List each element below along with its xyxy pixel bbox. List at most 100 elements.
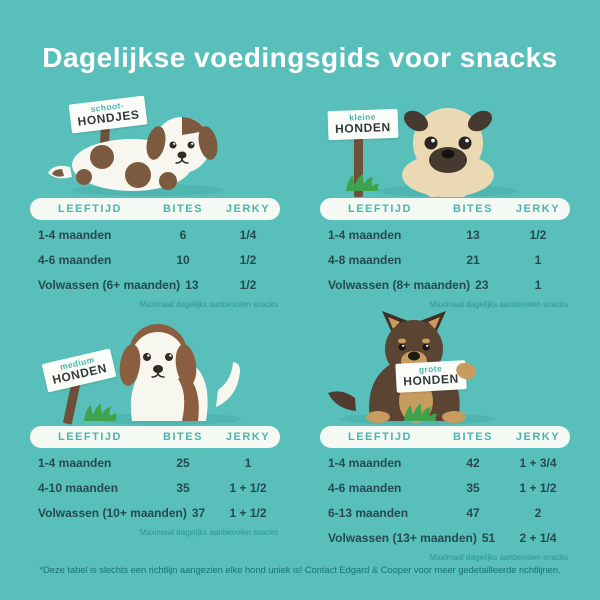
illustration-german-shepherd: grote HONDEN [320, 309, 570, 426]
cell-leeftijd: 1-4 maanden [328, 227, 402, 242]
table-row: Volwassen (8+ maanden) 23 1 [320, 272, 570, 297]
col-jerky: JERKY [515, 203, 561, 215]
cell-bites: 37 [191, 505, 206, 520]
cell-leeftijd: Volwassen (13+ maanden) [328, 530, 477, 545]
col-jerky: JERKY [225, 431, 271, 443]
cell-jerky: 1 [244, 455, 252, 470]
cell-jerky: 1/4 [239, 227, 257, 242]
size-sign: grote HONDEN [395, 359, 478, 393]
cell-bites: 13 [466, 227, 480, 242]
col-leeftijd: LEEFTIJD [348, 431, 412, 443]
table-row: 1-4 maanden 25 1 [30, 450, 280, 475]
section-grote-honden: grote HONDEN [320, 309, 570, 562]
section-kleine-honden: kleine HONDEN [320, 95, 570, 309]
feeding-table: LEEFTIJD BITES JERKY 1-4 maanden 42 1 + 3/… [320, 426, 570, 562]
cell-jerky: 1/2 [529, 227, 547, 242]
section-schoothondjes: schoot- HONDJES [30, 95, 280, 309]
pug-dog-icon [346, 108, 518, 197]
page-title: Dagelijkse voedingsgids voor snacks [42, 42, 558, 73]
table-body: 1-4 maanden 25 1 4-10 maanden 35 1 + 1/2 Volwa… [30, 450, 280, 525]
table-footnote: Maximaal dagelijks aanbevolen snacks [139, 300, 278, 309]
col-jerky: JERKY [515, 431, 561, 443]
table-row: 1-4 maanden 42 1 + 3/4 [320, 450, 570, 475]
sign-card: grote HONDEN [395, 360, 467, 393]
cell-leeftijd: Volwassen (8+ maanden) [328, 277, 471, 292]
table-body: 1-4 maanden 6 1/4 4-6 maanden 10 1/2 Volwassen… [30, 222, 280, 297]
feeding-table: LEEFTIJD BITES JERKY 1-4 maanden 6 1/4 4-6 … [30, 198, 280, 309]
cell-leeftijd: 4-8 maanden [328, 252, 402, 267]
table-body: 1-4 maanden 13 1/2 4-8 maanden 21 1 Volwassen … [320, 222, 570, 297]
col-leeftijd: LEEFTIJD [58, 431, 122, 443]
cell-bites: 25 [176, 455, 190, 470]
cell-bites: 35 [466, 480, 480, 495]
table-body: 1-4 maanden 42 1 + 3/4 4-6 maanden 35 1 + 1/2… [320, 450, 570, 550]
cell-bites: 35 [176, 480, 190, 495]
cell-bites: 13 [185, 277, 199, 292]
sign-card: kleine HONDEN [327, 108, 399, 140]
cell-bites: 42 [466, 455, 480, 470]
table-footnote: Maximaal dagelijks aanbevolen snacks [139, 528, 278, 537]
table-row: 1-4 maanden 6 1/4 [30, 222, 280, 247]
cell-bites: 21 [466, 252, 480, 267]
cell-jerky: 1/2 [239, 277, 257, 292]
table-footnote: Maximaal dagelijks aanbevolen snacks [429, 300, 568, 309]
table-row: 4-10 maanden 35 1 + 1/2 [30, 475, 280, 500]
cell-jerky: 1 + 1/2 [229, 505, 267, 520]
col-bites: BITES [163, 431, 203, 443]
table-header: LEEFTIJD BITES JERKY [320, 426, 570, 448]
table-header: LEEFTIJD BITES JERKY [320, 198, 570, 220]
cell-leeftijd: 4-6 maanden [328, 480, 402, 495]
cell-jerky: 1 + 1/2 [229, 480, 267, 495]
cell-jerky: 1 + 3/4 [519, 455, 557, 470]
feeding-table: LEEFTIJD BITES JERKY 1-4 maanden 13 1/2 4-8… [320, 198, 570, 309]
spaniel-dog-icon [84, 324, 242, 425]
col-bites: BITES [453, 431, 493, 443]
cell-leeftijd: 4-6 maanden [38, 252, 112, 267]
cell-bites: 10 [176, 252, 190, 267]
cell-bites: 47 [466, 505, 480, 520]
table-row: 4-6 maanden 35 1 + 1/2 [320, 475, 570, 500]
illustration-toy-puppy: schoot- HONDJES [30, 95, 280, 198]
sign-post [354, 125, 363, 197]
cell-jerky: 1 [534, 252, 542, 267]
cell-bites: 23 [475, 277, 489, 292]
col-bites: BITES [163, 203, 203, 215]
sign-size-big: HONDEN [402, 371, 460, 389]
illustration-pug: kleine HONDEN [320, 95, 570, 198]
table-row: 1-4 maanden 13 1/2 [320, 222, 570, 247]
section-medium-honden: medium HONDEN [30, 309, 280, 562]
illustration-spaniel: medium HONDEN [30, 309, 280, 426]
sign-size-big: HONDJES [76, 107, 141, 129]
cell-leeftijd: Volwassen (6+ maanden) [38, 277, 181, 292]
col-leeftijd: LEEFTIJD [348, 203, 412, 215]
cell-leeftijd: 4-10 maanden [38, 480, 119, 495]
table-row: 4-6 maanden 10 1/2 [30, 247, 280, 272]
feeding-table: LEEFTIJD BITES JERKY 1-4 maanden 25 1 4-10 … [30, 426, 280, 537]
col-jerky: JERKY [225, 203, 271, 215]
cell-jerky: 2 [534, 505, 542, 520]
sign-size-big: HONDEN [334, 119, 391, 136]
cell-jerky: 2 + 1/4 [519, 530, 557, 545]
col-leeftijd: LEEFTIJD [58, 203, 122, 215]
size-sign: kleine HONDEN [327, 107, 399, 197]
cell-leeftijd: Volwassen (10+ maanden) [38, 505, 187, 520]
table-row: 4-8 maanden 21 1 [320, 247, 570, 272]
table-header: LEEFTIJD BITES JERKY [30, 198, 280, 220]
cell-jerky: 1 [534, 277, 542, 292]
cell-jerky: 1 + 1/2 [519, 480, 557, 495]
disclaimer: *Deze tabel is slechts een richtlijn aan… [39, 565, 561, 576]
table-footnote: Maximaal dagelijks aanbevolen snacks [429, 553, 568, 562]
table-row: Volwassen (10+ maanden) 37 1 + 1/2 [30, 500, 280, 525]
table-header: LEEFTIJD BITES JERKY [30, 426, 280, 448]
table-row: Volwassen (6+ maanden) 13 1/2 [30, 272, 280, 297]
cell-bites: 6 [179, 227, 187, 242]
cell-jerky: 1/2 [239, 252, 257, 267]
cell-leeftijd: 6-13 maanden [328, 505, 409, 520]
toy-puppy-dog-icon [48, 117, 224, 196]
quadrant-grid: schoot- HONDJES [30, 95, 570, 562]
col-bites: BITES [453, 203, 493, 215]
cell-leeftijd: 1-4 maanden [38, 455, 112, 470]
table-row: Volwassen (13+ maanden) 51 2 + 1/4 [320, 525, 570, 550]
cell-bites: 51 [481, 530, 496, 545]
